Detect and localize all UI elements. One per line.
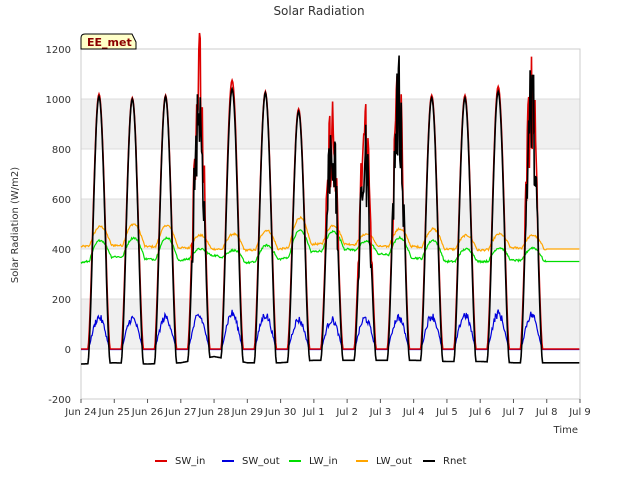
x-tick-label-15: Jul 9: [568, 407, 591, 418]
x-tick-label-14: Jul 8: [535, 407, 558, 418]
y-axis-ticks: -200 0 200 400 600 800 1000 1200: [46, 45, 71, 406]
x-tick-label-0: Jun 24: [64, 407, 97, 418]
legend-label-rnet: Rnet: [443, 456, 466, 467]
x-tick-label-7: Jul 1: [302, 407, 325, 418]
legend-label-sw-in: SW_in: [175, 456, 205, 467]
x-tick-label-6: Jun 30: [264, 407, 297, 418]
y-tick-label-4: 600: [52, 195, 71, 206]
y-tick-label-0: -200: [48, 395, 71, 406]
x-tick-label-11: Jul 5: [435, 407, 458, 418]
x-tick-label-4: Jun 28: [197, 407, 230, 418]
y-tick-label-7: 1200: [46, 45, 71, 56]
series-line-lw-in: [80, 229, 580, 265]
x-axis-ticks: Jun 24 Jun 25 Jun 26 Jun 27 Jun 28 Jun 29 Jun …: [64, 399, 591, 418]
legend-label-lw-in: LW_in: [309, 456, 338, 467]
y-axis-title: Solar Radiation (W/m2): [10, 167, 21, 283]
legend-label-sw-out: SW_out: [242, 456, 280, 467]
y-tick-label-3: 400: [52, 245, 71, 256]
x-tick-label-12: Jul 6: [468, 407, 491, 418]
x-tick-label-2: Jun 26: [131, 407, 164, 418]
x-tick-label-5: Jun 29: [231, 407, 264, 418]
x-tick-label-13: Jul 7: [502, 407, 525, 418]
x-axis-title: Time: [553, 425, 578, 436]
series-line-lw-out: [80, 215, 580, 253]
chart-title: Solar Radiation: [273, 4, 364, 18]
y-tick-label-5: 800: [52, 145, 71, 156]
series-line-rnet: [81, 55, 580, 365]
y-tick-label-1: 0: [65, 345, 71, 356]
y-tick-label-6: 1000: [46, 95, 71, 106]
legend: SW_in SW_out LW_in LW_out Rnet: [155, 456, 466, 467]
series-layer: [80, 32, 580, 365]
series-line-sw-out: [81, 309, 580, 351]
x-tick-label-9: Jul 3: [369, 407, 392, 418]
x-tick-label-3: Jun 27: [164, 407, 197, 418]
site-badge: EE_met: [80, 33, 137, 50]
site-badge-shape: [80, 33, 137, 50]
legend-label-lw-out: LW_out: [376, 456, 412, 467]
y-tick-label-2: 200: [52, 295, 71, 306]
x-tick-label-1: Jun 25: [98, 407, 131, 418]
x-tick-label-10: Jul 4: [402, 407, 425, 418]
plot-area-frame: [80, 48, 581, 400]
site-badge-label: EE_met: [87, 36, 132, 49]
x-tick-label-8: Jul 2: [335, 407, 358, 418]
band-3: [81, 199, 580, 249]
